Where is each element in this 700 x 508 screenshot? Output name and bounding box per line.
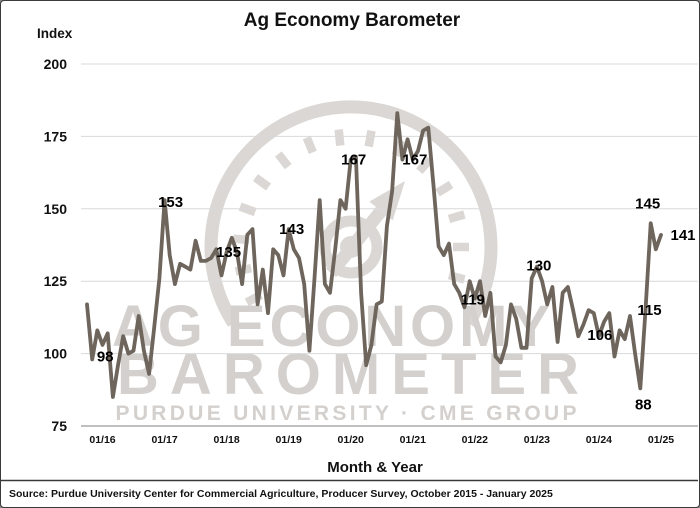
data-label-88: 88 xyxy=(635,396,652,413)
gauge-tick xyxy=(447,210,466,223)
gauge-hub-ring xyxy=(319,215,383,279)
y-tick-label: 125 xyxy=(44,273,68,289)
gauge-tick xyxy=(435,180,454,197)
x-tick-label: 01/24 xyxy=(586,434,612,446)
gauge-tick xyxy=(275,151,292,170)
data-label-98: 98 xyxy=(97,348,114,365)
watermark-logo: AG ECONOMY BAROMETER PURDUE UNIVERSITY ·… xyxy=(112,100,579,425)
gauge-tick-marks xyxy=(233,129,469,307)
data-labels: 98 153 135 143 167 167 119 130 106 88 115 145 141 xyxy=(97,152,696,414)
chart-title: Ag Economy Barometer xyxy=(244,10,461,31)
source-note: Source: Purdue University Center for Com… xyxy=(9,488,553,500)
x-tick-label: 01/18 xyxy=(213,434,239,446)
gauge-hub-dot xyxy=(340,236,362,258)
data-label-106: 106 xyxy=(587,327,612,344)
watermark-line3: PURDUE UNIVERSITY · CME GROUP xyxy=(116,402,579,425)
gauge-tick xyxy=(416,156,434,175)
gauge-tick xyxy=(238,202,257,217)
data-label-167: 167 xyxy=(341,152,366,169)
gridlines xyxy=(81,63,698,427)
gauge-needle-head xyxy=(369,181,405,221)
x-axis-title: Month & Year xyxy=(327,459,423,476)
gauge-tick xyxy=(364,130,376,148)
watermark-line1: AG ECONOMY xyxy=(112,294,550,359)
x-tick-label: 01/25 xyxy=(648,434,674,446)
x-axis-tick-labels: 01/16 01/17 01/18 01/19 01/20 01/21 01/22 01/23… xyxy=(89,434,674,446)
x-tick-label: 01/20 xyxy=(338,434,364,446)
data-label-167: 167 xyxy=(402,152,427,169)
data-label-119: 119 xyxy=(461,292,485,309)
y-axis-tick-labels: 200 175 150 125 100 75 xyxy=(44,56,68,434)
data-label-135: 135 xyxy=(216,244,241,261)
data-label-143: 143 xyxy=(279,221,304,238)
x-tick-label: 01/19 xyxy=(276,434,302,446)
y-tick-label: 75 xyxy=(51,418,67,434)
gauge-tick xyxy=(334,129,345,147)
data-label-130: 130 xyxy=(526,258,551,275)
y-tick-label: 200 xyxy=(44,56,68,72)
data-label-115: 115 xyxy=(637,302,661,319)
y-tick-label: 100 xyxy=(44,346,68,362)
y-axis-title: Index xyxy=(37,26,73,41)
watermark-line2: BAROMETER xyxy=(117,342,579,407)
x-tick-label: 01/21 xyxy=(400,434,426,446)
data-label-145: 145 xyxy=(635,195,660,212)
y-tick-label: 175 xyxy=(44,128,68,144)
series-line xyxy=(85,111,663,399)
y-tick-label: 150 xyxy=(44,201,68,217)
x-tick-label: 01/16 xyxy=(89,434,115,446)
x-tick-label: 01/17 xyxy=(151,434,177,446)
gauge-tick xyxy=(302,136,317,154)
gauge-tick xyxy=(253,174,271,191)
data-label-153: 153 xyxy=(158,194,183,211)
x-tick-label: 01/23 xyxy=(524,434,550,446)
gauge-ring xyxy=(204,100,498,327)
data-label-141: 141 xyxy=(670,227,695,244)
x-tick-label: 01/22 xyxy=(462,434,488,446)
